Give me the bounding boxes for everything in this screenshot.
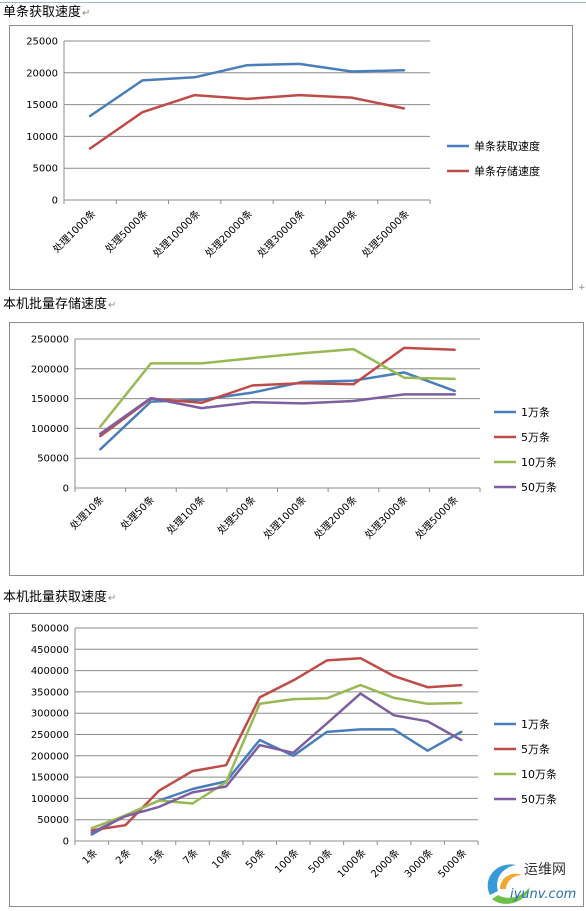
y-tick-label: 200000 xyxy=(31,751,69,762)
y-tick-label: 500000 xyxy=(31,624,69,635)
legend-label: 5万条 xyxy=(521,430,550,444)
watermark: 运维网 iyunv.com xyxy=(487,862,576,904)
x-category-label: 500条 xyxy=(305,846,335,876)
legend-label: 10万条 xyxy=(521,767,557,781)
legend-label: 50万条 xyxy=(521,480,557,494)
table-end-mark: + xyxy=(578,283,586,293)
y-tick-label: 10000 xyxy=(26,132,58,143)
chart-batch-fetch-speed: 0 50000 100000 150000 200000 250000 300000 3500… xyxy=(31,624,557,881)
x-category-label: 处理30000条 xyxy=(255,207,308,260)
y-tick-label: 150000 xyxy=(31,394,69,405)
section-title-2: 本机批量存储速度 xyxy=(3,297,108,312)
series-line-2 xyxy=(88,93,406,150)
y-tick-label: 0 xyxy=(63,484,69,495)
series-line-1 xyxy=(90,728,463,836)
logo-swirl-icon xyxy=(487,864,530,904)
legend-label: 10万条 xyxy=(521,455,557,469)
legend-label: 单条获取速度 xyxy=(474,139,540,153)
section-title-1: 单条获取速度 xyxy=(3,5,82,20)
legend-label: 1万条 xyxy=(521,717,550,731)
y-tick-label: 0 xyxy=(63,837,69,848)
document-top-rule xyxy=(0,2,586,3)
y-tick-label: 20000 xyxy=(26,68,58,79)
chart-batch-store-speed: 0 50000 100000 150000 200000 250000 处理10条 处理50条… xyxy=(31,335,557,542)
x-category-label: 处理100条 xyxy=(164,493,208,537)
y-tick-label: 150000 xyxy=(31,773,69,784)
x-category-label: 50条 xyxy=(243,846,268,871)
x-category-label: 2条 xyxy=(113,846,134,867)
x-category-label: 处理40000条 xyxy=(307,207,360,260)
x-category-label: 2000条 xyxy=(368,846,402,880)
x-category-label: 5000条 xyxy=(435,846,469,880)
x-category-label: 处理10000条 xyxy=(150,207,203,260)
y-tick-label: 25000 xyxy=(26,37,58,48)
y-tick-label: 0 xyxy=(52,196,58,207)
paragraph-mark-1: ↵ xyxy=(82,8,91,19)
x-category-label: 处理2000条 xyxy=(311,493,359,541)
x-category-label: 处理50000条 xyxy=(359,207,412,260)
series-line-2 xyxy=(90,656,463,832)
y-tick-label: 15000 xyxy=(26,100,58,111)
x-category-label: 处理5000条 xyxy=(102,207,150,255)
series-line-3 xyxy=(99,347,456,428)
y-tick-label: 50000 xyxy=(37,454,69,465)
y-tick-label: 250000 xyxy=(31,730,69,741)
chart-frame-1: 0 5000 10000 15000 20000 25000 处理1000条 处理5000条处… xyxy=(9,25,573,290)
y-tick-label: 350000 xyxy=(31,687,69,698)
chart-frame-3: 0 50000 100000 150000 200000 250000 300000 3500… xyxy=(9,613,584,907)
chart-single-speed: 0500010000150002000025000处理1000条 处理5000条处… xyxy=(26,37,540,260)
y-tick-label: 250000 xyxy=(31,335,69,346)
y-tick-label: 50000 xyxy=(37,815,69,826)
x-category-label: 处理20000条 xyxy=(202,207,255,260)
y-tick-label: 300000 xyxy=(31,709,69,720)
series-line-1 xyxy=(88,62,406,118)
x-category-label: 处理500条 xyxy=(214,493,258,537)
x-category-label: 1条 xyxy=(79,846,100,867)
chart-frame-2: 0 50000 100000 150000 200000 250000 处理10条 处理50条… xyxy=(9,322,584,576)
y-tick-label: 100000 xyxy=(31,424,69,435)
legend-label: 单条存储速度 xyxy=(474,164,540,178)
x-category-label: 1000条 xyxy=(334,846,368,880)
y-tick-label: 100000 xyxy=(31,794,69,805)
legend-label: 50万条 xyxy=(521,792,557,806)
section-heading-2: 本机批量存储速度↵ xyxy=(3,297,116,314)
x-category-label: 7条 xyxy=(180,846,201,867)
x-category-label: 处理1000条 xyxy=(261,493,309,541)
x-category-label: 100条 xyxy=(272,846,302,876)
x-category-label: 5条 xyxy=(146,846,167,867)
legend-label: 5万条 xyxy=(521,742,550,756)
x-category-label: 处理50条 xyxy=(118,493,157,532)
paragraph-mark-3: ↵ xyxy=(108,593,117,604)
series-line-3 xyxy=(90,683,463,830)
x-category-label: 3000条 xyxy=(401,846,435,880)
section-heading-1: 单条获取速度↵ xyxy=(3,5,90,22)
y-tick-label: 450000 xyxy=(31,645,69,656)
section-heading-3: 本机批量获取速度↵ xyxy=(3,590,116,607)
x-category-label: 处理3000条 xyxy=(362,493,410,541)
legend-label: 1万条 xyxy=(521,405,550,419)
x-category-label: 处理1000条 xyxy=(50,207,98,255)
y-tick-label: 200000 xyxy=(31,364,69,375)
paragraph-mark-2: ↵ xyxy=(108,300,117,311)
series-line-4 xyxy=(90,692,463,834)
series-line-4 xyxy=(99,393,456,436)
x-category-label: 10条 xyxy=(209,846,234,871)
series-line-2 xyxy=(99,346,456,438)
y-tick-label: 5000 xyxy=(33,164,58,175)
x-category-label: 处理5000条 xyxy=(412,493,460,541)
x-category-label: 处理10条 xyxy=(67,493,106,532)
section-title-3: 本机批量获取速度 xyxy=(3,590,108,605)
y-tick-label: 400000 xyxy=(31,666,69,677)
watermark-site: iyunv.com xyxy=(510,887,576,902)
watermark-site-cn: 运维网 xyxy=(524,862,566,878)
